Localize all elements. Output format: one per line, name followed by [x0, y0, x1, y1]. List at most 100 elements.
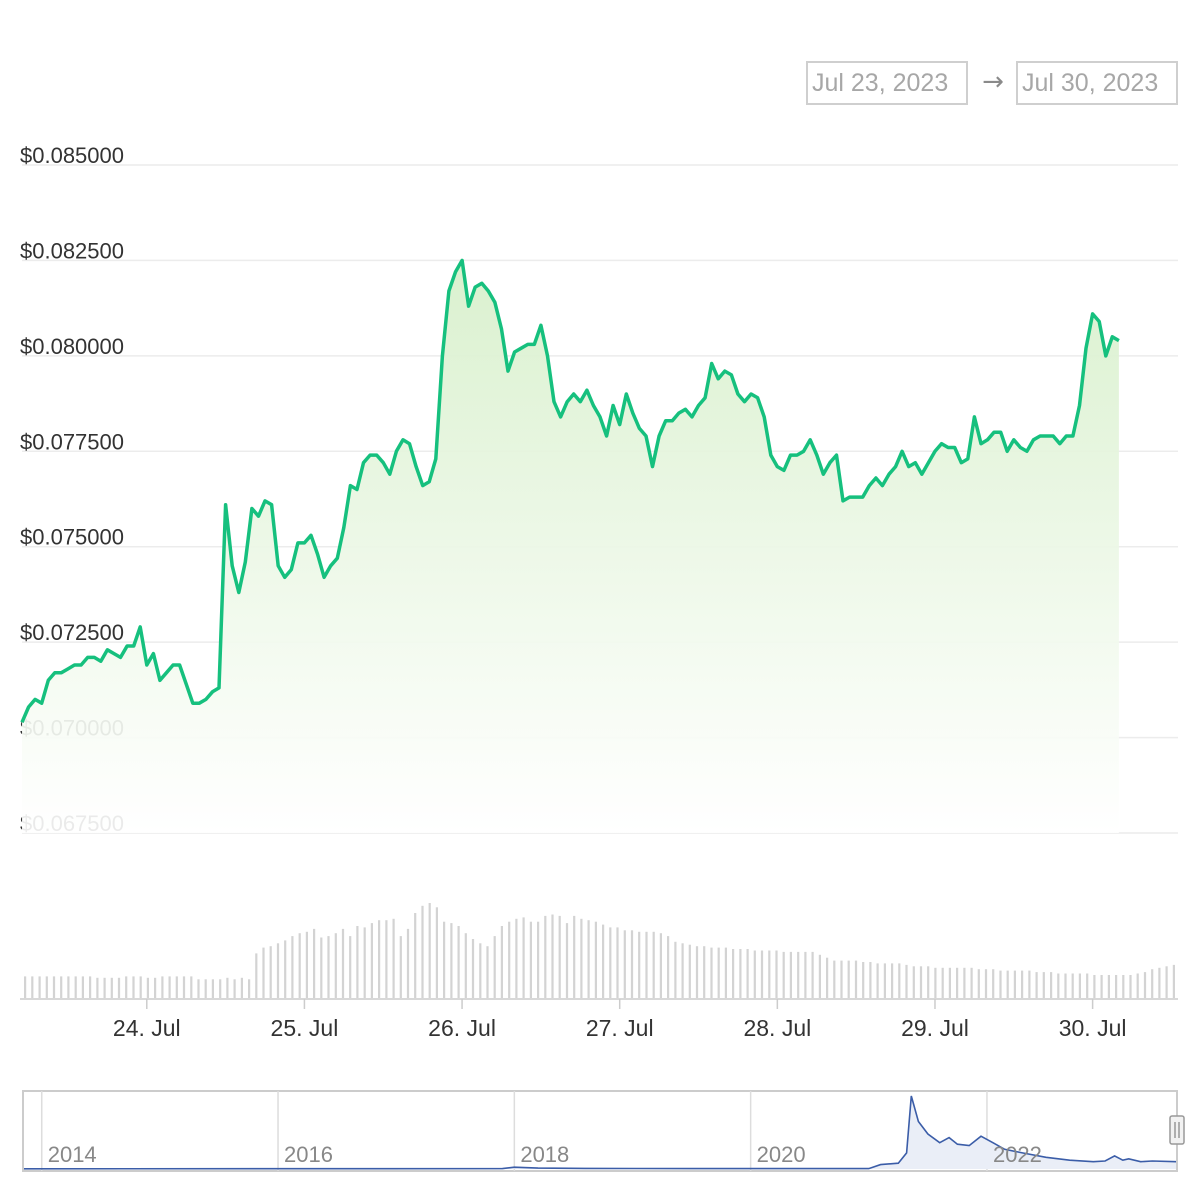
volume-bar	[182, 976, 186, 998]
y-tick-label: $0.082500	[20, 238, 124, 263]
volume-bar	[320, 937, 323, 998]
volume-bar	[1013, 970, 1016, 998]
volume-bar	[197, 979, 200, 998]
volume-bar	[898, 963, 901, 998]
volume-bar	[963, 967, 966, 998]
volume-bar	[862, 962, 865, 998]
volume-bar	[775, 950, 778, 998]
navigator[interactable]: 2014 2016 2018 2020 2022	[22, 1090, 1185, 1172]
volume-bar	[154, 977, 157, 998]
volume-bar	[522, 917, 525, 998]
volume-bar	[941, 967, 944, 998]
volume-bar	[284, 940, 287, 998]
volume-bar	[60, 976, 63, 998]
volume-bar	[789, 951, 792, 998]
range-to-input[interactable]: Jul 30, 2023	[1016, 61, 1178, 105]
navigator-tick-label: 2020	[757, 1142, 806, 1167]
navigator-labels: 2014 2016 2018 2020 2022	[48, 1142, 1042, 1167]
volume-bar	[378, 920, 381, 998]
volume-bar	[580, 918, 583, 998]
x-axis-labels: 24. Jul 25. Jul 26. Jul 27. Jul 28. Jul 29. J…	[113, 999, 1126, 1041]
volume-bar	[919, 966, 923, 998]
y-tick-label: $0.077500	[20, 429, 124, 454]
navigator-tick-label: 2022	[993, 1142, 1042, 1167]
volume-bar	[1006, 970, 1009, 998]
navigator-tick-label: 2016	[284, 1142, 333, 1167]
volume-bar	[81, 976, 84, 998]
volume-bar	[1093, 975, 1096, 998]
volume-bar	[515, 918, 518, 998]
volume-bar	[479, 943, 482, 998]
volume-bar	[724, 947, 727, 998]
volume-bar	[161, 976, 164, 998]
volume-bar	[760, 950, 764, 998]
volume-bar	[175, 976, 178, 998]
volume-bar	[233, 979, 236, 998]
volume-bar	[190, 976, 193, 998]
volume-bar	[934, 967, 937, 998]
y-tick-label: $0.072500	[20, 620, 124, 645]
volume-bar	[1129, 975, 1132, 998]
volume-bar	[681, 943, 684, 998]
navigator-tick-label: 2018	[520, 1142, 569, 1167]
navigator-handle[interactable]	[1169, 1115, 1185, 1145]
volume-bar	[1028, 970, 1031, 998]
volume-bar	[746, 949, 749, 998]
volume-bar	[652, 931, 655, 998]
volume-bar	[638, 931, 641, 998]
volume-bar	[594, 921, 597, 998]
volume-bar	[255, 953, 258, 998]
volume-bar	[840, 960, 843, 998]
volume-bar	[1064, 973, 1067, 998]
volume-bar	[1078, 973, 1081, 998]
volume-bar	[1071, 973, 1074, 998]
volume-bar	[1050, 972, 1053, 998]
volume-bar	[645, 931, 648, 998]
volume-bar	[276, 943, 280, 998]
volume-bar	[537, 921, 540, 998]
volume-bar	[204, 979, 207, 998]
volume-bar	[305, 931, 308, 998]
volume-bar	[31, 976, 34, 998]
volume-bar	[139, 976, 142, 998]
x-tick-label: 25. Jul	[271, 1015, 339, 1041]
volume-bar	[385, 920, 388, 998]
volume-bar	[992, 969, 995, 998]
volume-bar	[74, 976, 77, 998]
range-from-input[interactable]: Jul 23, 2023	[806, 61, 968, 105]
volume-bar	[450, 923, 453, 998]
volume-bar	[630, 930, 634, 998]
volume-bar	[363, 927, 366, 998]
price-area	[22, 260, 1119, 833]
volume-bar	[1115, 975, 1118, 998]
volume-bar	[313, 928, 316, 998]
x-tick-label: 24. Jul	[113, 1015, 181, 1041]
volume-bar	[471, 939, 475, 998]
volume-bar	[262, 947, 265, 998]
volume-bar	[573, 915, 576, 998]
volume-bar	[1100, 975, 1103, 998]
x-tick-label: 27. Jul	[586, 1015, 654, 1041]
volume-bar	[948, 967, 951, 998]
price-line	[20, 258, 1120, 723]
volume-bar	[52, 976, 56, 998]
volume-bar	[421, 905, 424, 998]
volume-bar	[970, 967, 973, 998]
volume-bar	[1086, 973, 1089, 998]
volume-bar	[508, 921, 511, 998]
volume-bar	[1143, 972, 1147, 998]
range-arrow-icon: →	[982, 67, 1004, 97]
volume-bar	[977, 969, 980, 998]
volume-bar	[703, 946, 706, 998]
volume-bar	[399, 936, 402, 998]
volume-bar	[782, 951, 785, 998]
volume-bar	[392, 918, 395, 998]
volume-bar	[240, 977, 243, 998]
volume-bar	[609, 927, 612, 998]
volume-bar	[667, 936, 670, 998]
volume-bar	[732, 949, 735, 998]
volume-bar	[117, 977, 121, 998]
volume-bar	[486, 946, 489, 998]
volume-bar	[529, 921, 532, 998]
volume-bar	[211, 979, 214, 998]
